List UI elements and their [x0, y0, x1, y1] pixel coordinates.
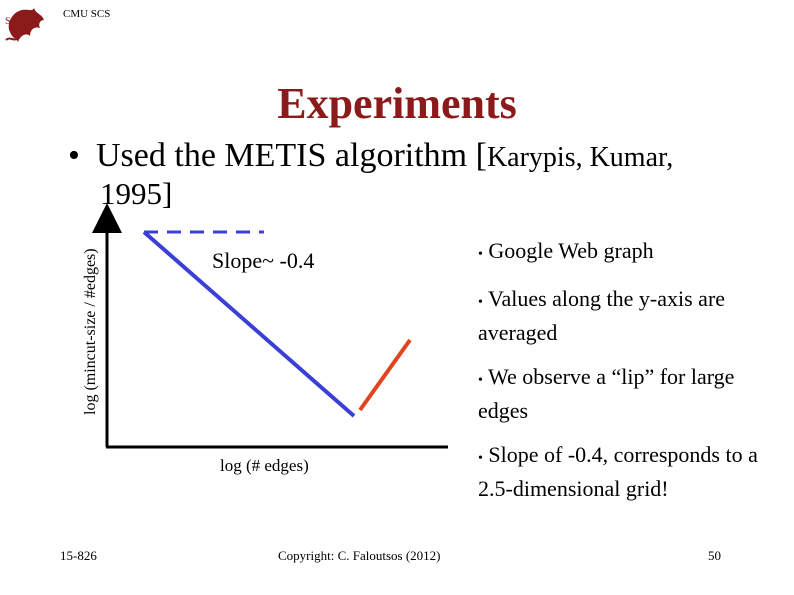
footer-page-number: 50 [708, 548, 721, 563]
bullet-text: Values along the y-axis are averaged [478, 286, 726, 345]
svg-text:S: S [5, 16, 11, 27]
main-slope-line [142, 230, 356, 418]
bullet-marker: • [478, 373, 483, 388]
bullet-text: Google Web graph [488, 238, 654, 263]
x-axis-label: log (# edges) [220, 456, 309, 475]
bullet-text: We observe a “lip” for large edges [478, 364, 735, 423]
slide-title: Experiments [277, 79, 517, 128]
cmu-dragon-seal-icon: S [5, 8, 44, 42]
right-bullet-3: • We observe a “lip” for large edges [478, 362, 778, 426]
bullet-text: Slope of -0.4, corresponds to a 2.5-dime… [478, 442, 758, 501]
right-bullet-1: • Google Web graph [478, 236, 654, 270]
bullet-marker: • [478, 295, 483, 310]
bullet-marker: • [68, 137, 80, 174]
y-axis-label: log (mincut-size / #edges) [82, 248, 99, 415]
right-bullet-2: • Values along the y-axis are averaged [478, 284, 778, 348]
footer-course-number: 15-826 [60, 548, 97, 563]
bullet-text-small: Karypis, Kumar, [486, 142, 674, 173]
right-bullet-4: • Slope of -0.4, corresponds to a 2.5-di… [478, 440, 778, 504]
bullet-marker: • [478, 451, 483, 466]
main-bullet: • Used the METIS algorithm [Karypis, Kuma… [68, 136, 673, 178]
header-org: CMU SCS [63, 8, 111, 20]
bullet-marker: • [478, 247, 483, 262]
slope-annotation: Slope~ -0.4 [212, 248, 315, 273]
lip-line [358, 338, 412, 412]
footer-copyright: Copyright: C. Faloutsos (2012) [278, 548, 441, 563]
bullet-text-large: Used the METIS algorithm [ [96, 137, 487, 174]
